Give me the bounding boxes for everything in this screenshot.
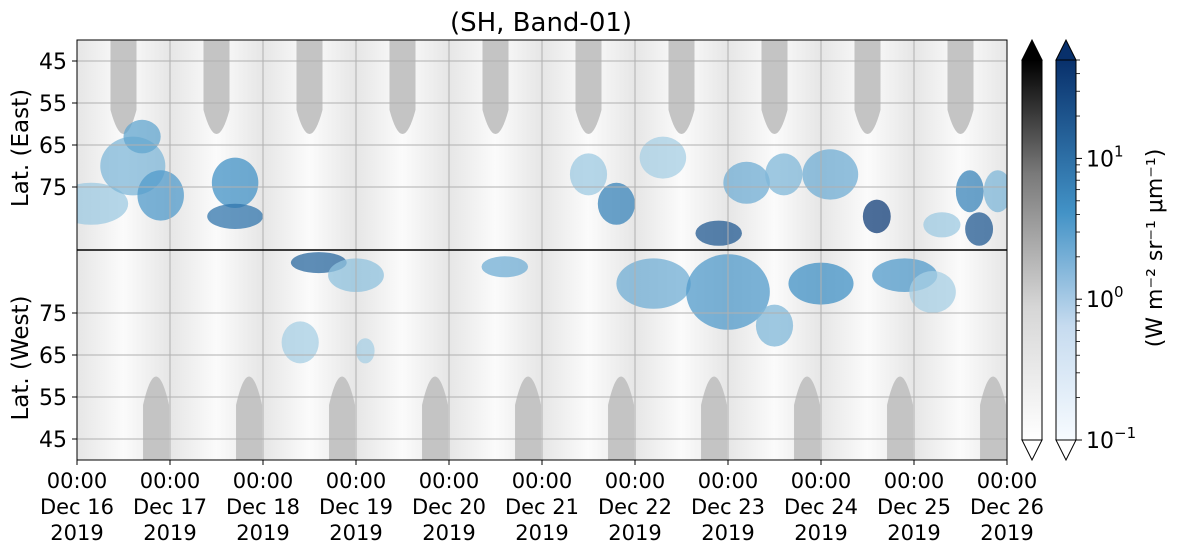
- emission-patch: [207, 203, 263, 229]
- x-tick-label: 00:00: [977, 469, 1038, 493]
- y-tick-label: 75: [39, 176, 67, 201]
- colorbar-tick-label: 10−1: [1086, 424, 1136, 454]
- colorbar-blue: [1055, 38, 1077, 462]
- emission-patch: [909, 271, 956, 313]
- sunlit-region-east: [203, 40, 230, 134]
- sunlit-region-east: [482, 40, 509, 134]
- colorbar-gray: [1021, 38, 1043, 462]
- emission-patch: [983, 170, 1007, 213]
- emission-patch: [802, 149, 859, 200]
- colorbar-gray-extend-bottom: [1021, 439, 1043, 462]
- emission-patch: [616, 258, 691, 309]
- x-tick-label: Dec 16: [40, 495, 114, 519]
- emission-patch: [695, 220, 742, 246]
- y-tick-label: 55: [39, 386, 67, 411]
- emission-patch: [639, 136, 687, 179]
- colorbar-tick-label: 101: [1086, 142, 1124, 172]
- sunlit-region-east: [110, 40, 137, 134]
- emission-patch: [765, 153, 803, 196]
- sunlit-region-east: [575, 40, 602, 134]
- colorbar-gray-extend-top: [1021, 38, 1043, 61]
- colorbar-tick-label: 100: [1086, 283, 1124, 313]
- colorbar-blue-body: [1055, 59, 1077, 441]
- x-tick-label: Dec 23: [691, 495, 765, 519]
- emission-patch: [481, 256, 529, 278]
- sunlit-region-east: [296, 40, 323, 134]
- x-tick-label: 2019: [329, 521, 382, 545]
- x-tick-label: 00:00: [512, 469, 573, 493]
- emission-patch: [755, 304, 794, 347]
- colorbar-blue-extend-bottom: [1055, 439, 1077, 462]
- x-tick-label: 00:00: [884, 469, 945, 493]
- sunlit-region-east: [761, 40, 788, 134]
- x-tick-label: 00:00: [419, 469, 480, 493]
- sunlit-region-east: [389, 40, 416, 134]
- y-axis-label-west: Lat. (West): [8, 295, 34, 420]
- colorbar-blue-extend-top: [1055, 38, 1077, 61]
- emission-patch: [211, 157, 259, 208]
- x-tick-label: 2019: [143, 521, 196, 545]
- y-axis-label-east: Lat. (East): [8, 89, 34, 207]
- x-tick-label: Dec 25: [877, 495, 951, 519]
- x-tick-label: 2019: [236, 521, 289, 545]
- emission-patch: [77, 182, 129, 225]
- x-tick-label: Dec 17: [133, 495, 207, 519]
- x-tick-label: 2019: [608, 521, 661, 545]
- y-tick-label: 65: [39, 134, 67, 159]
- x-tick-label: 2019: [980, 521, 1033, 545]
- y-tick-label: 55: [39, 92, 67, 117]
- emission-patch: [862, 199, 891, 234]
- emission-patch: [569, 153, 608, 196]
- emission-patch: [281, 321, 319, 364]
- x-tick-label: 2019: [794, 521, 847, 545]
- emission-patch: [955, 170, 984, 213]
- x-tick-label: 00:00: [47, 469, 108, 493]
- x-tick-label: 2019: [515, 521, 568, 545]
- x-tick-label: 2019: [701, 521, 754, 545]
- x-tick-label: 00:00: [698, 469, 759, 493]
- emission-patch: [137, 170, 184, 221]
- colorbar-gray-body: [1021, 59, 1043, 441]
- x-tick-label: Dec 20: [412, 495, 486, 519]
- sunlit-region-east: [947, 40, 974, 134]
- x-tick-label: 00:00: [605, 469, 666, 493]
- y-tick-label: 45: [39, 428, 67, 453]
- x-tick-label: Dec 22: [598, 495, 672, 519]
- x-tick-label: Dec 18: [226, 495, 300, 519]
- colorbar-label: (W m⁻² sr⁻¹ μm⁻¹): [1143, 149, 1168, 348]
- chart-title: (SH, Band-01): [450, 8, 632, 38]
- sunlit-region-east: [668, 40, 695, 134]
- emission-patch: [597, 182, 636, 225]
- emission-patch: [923, 212, 961, 238]
- x-tick-label: 00:00: [791, 469, 852, 493]
- x-tick-label: Dec 24: [784, 495, 858, 519]
- x-tick-label: Dec 26: [970, 495, 1044, 519]
- emission-patch: [723, 161, 770, 204]
- sunlit-region-east: [854, 40, 881, 134]
- emission-patch: [965, 212, 994, 246]
- x-tick-label: Dec 21: [505, 495, 579, 519]
- y-tick-label: 75: [39, 302, 67, 327]
- y-tick-label: 45: [39, 50, 67, 75]
- emission-patch: [123, 119, 161, 154]
- x-tick-label: 00:00: [140, 469, 201, 493]
- x-tick-label: Dec 19: [319, 495, 393, 519]
- x-tick-label: 2019: [50, 521, 103, 545]
- emission-patch: [356, 338, 375, 364]
- x-tick-label: 00:00: [326, 469, 387, 493]
- y-tick-label: 65: [39, 344, 67, 369]
- x-tick-label: 2019: [887, 521, 940, 545]
- x-tick-label: 2019: [422, 521, 475, 545]
- x-tick-label: 00:00: [233, 469, 294, 493]
